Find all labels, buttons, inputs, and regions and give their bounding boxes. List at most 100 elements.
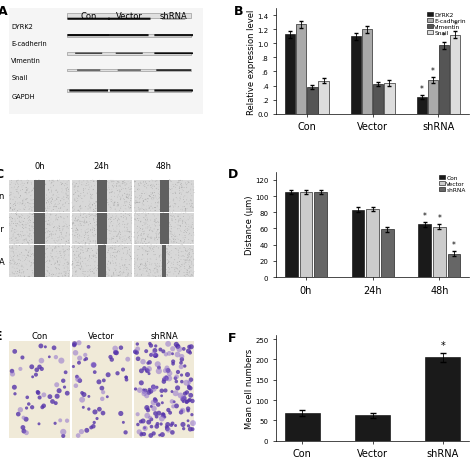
Point: [46, 353, 53, 361]
Point: [174, 205, 182, 212]
Point: [20, 257, 28, 265]
Point: [11, 238, 19, 246]
Point: [40, 190, 48, 197]
Point: [156, 219, 164, 226]
Point: [64, 193, 71, 200]
Point: [80, 178, 88, 185]
Point: [123, 181, 131, 188]
Point: [87, 196, 95, 203]
Point: [147, 184, 155, 191]
Point: [11, 228, 18, 235]
Point: [163, 214, 170, 221]
Point: [88, 196, 96, 203]
Point: [157, 185, 165, 192]
Point: [17, 188, 24, 195]
Point: [112, 263, 119, 270]
Point: [161, 204, 168, 212]
Point: [154, 223, 161, 230]
Point: [29, 211, 37, 218]
Point: [151, 213, 158, 220]
Point: [71, 206, 78, 213]
Point: [147, 262, 155, 269]
Point: [169, 403, 177, 410]
Point: [75, 251, 82, 258]
Point: [44, 269, 51, 276]
Point: [128, 214, 136, 222]
Point: [115, 230, 122, 237]
Point: [45, 187, 53, 195]
Point: [46, 228, 54, 235]
Point: [40, 204, 47, 212]
Point: [19, 233, 27, 240]
Point: [153, 181, 161, 189]
Point: [174, 262, 182, 269]
Point: [60, 194, 68, 201]
Point: [95, 220, 103, 227]
Point: [132, 240, 139, 247]
Point: [41, 181, 49, 189]
Point: [63, 264, 71, 271]
Point: [155, 226, 162, 234]
Point: [142, 210, 150, 217]
Point: [111, 265, 118, 273]
Point: [46, 213, 53, 221]
Point: [95, 263, 103, 271]
Point: [188, 221, 196, 229]
Point: [150, 226, 158, 233]
Point: [37, 252, 45, 260]
Point: [14, 237, 22, 244]
Point: [102, 269, 110, 276]
Point: [16, 214, 23, 221]
Point: [111, 193, 118, 201]
Point: [182, 197, 190, 205]
Point: [160, 207, 168, 214]
Point: [146, 256, 154, 263]
Point: [59, 246, 67, 253]
Point: [84, 222, 92, 230]
Point: [155, 364, 163, 371]
Point: [157, 230, 164, 238]
Point: [11, 202, 19, 210]
Point: [33, 208, 41, 216]
Point: [137, 266, 145, 273]
Point: [156, 229, 164, 236]
Point: [133, 266, 140, 273]
Point: [95, 206, 102, 213]
Point: [98, 180, 106, 188]
Point: [162, 269, 170, 277]
FancyBboxPatch shape: [108, 19, 151, 21]
Point: [168, 186, 176, 193]
Point: [102, 243, 110, 251]
Point: [31, 240, 38, 247]
Point: [35, 389, 42, 397]
Point: [39, 271, 46, 278]
Point: [159, 411, 167, 418]
Point: [169, 360, 177, 368]
Point: [47, 261, 55, 269]
Point: [54, 393, 61, 400]
Point: [142, 240, 150, 247]
Point: [152, 238, 160, 245]
Point: [130, 269, 138, 276]
Point: [144, 224, 152, 231]
Point: [141, 228, 148, 235]
Point: [185, 397, 192, 404]
Point: [184, 217, 192, 224]
Point: [167, 255, 175, 262]
Point: [128, 183, 135, 190]
Point: [83, 214, 91, 222]
Point: [86, 196, 94, 204]
Point: [178, 182, 185, 190]
Point: [177, 226, 184, 233]
Point: [92, 208, 100, 216]
Point: [141, 207, 148, 214]
Point: [100, 263, 108, 270]
Point: [97, 267, 105, 274]
Point: [125, 251, 133, 258]
Point: [77, 254, 84, 261]
Point: [24, 252, 32, 259]
Point: [40, 392, 48, 399]
Point: [77, 239, 85, 246]
Point: [21, 274, 28, 281]
Point: [185, 270, 193, 277]
